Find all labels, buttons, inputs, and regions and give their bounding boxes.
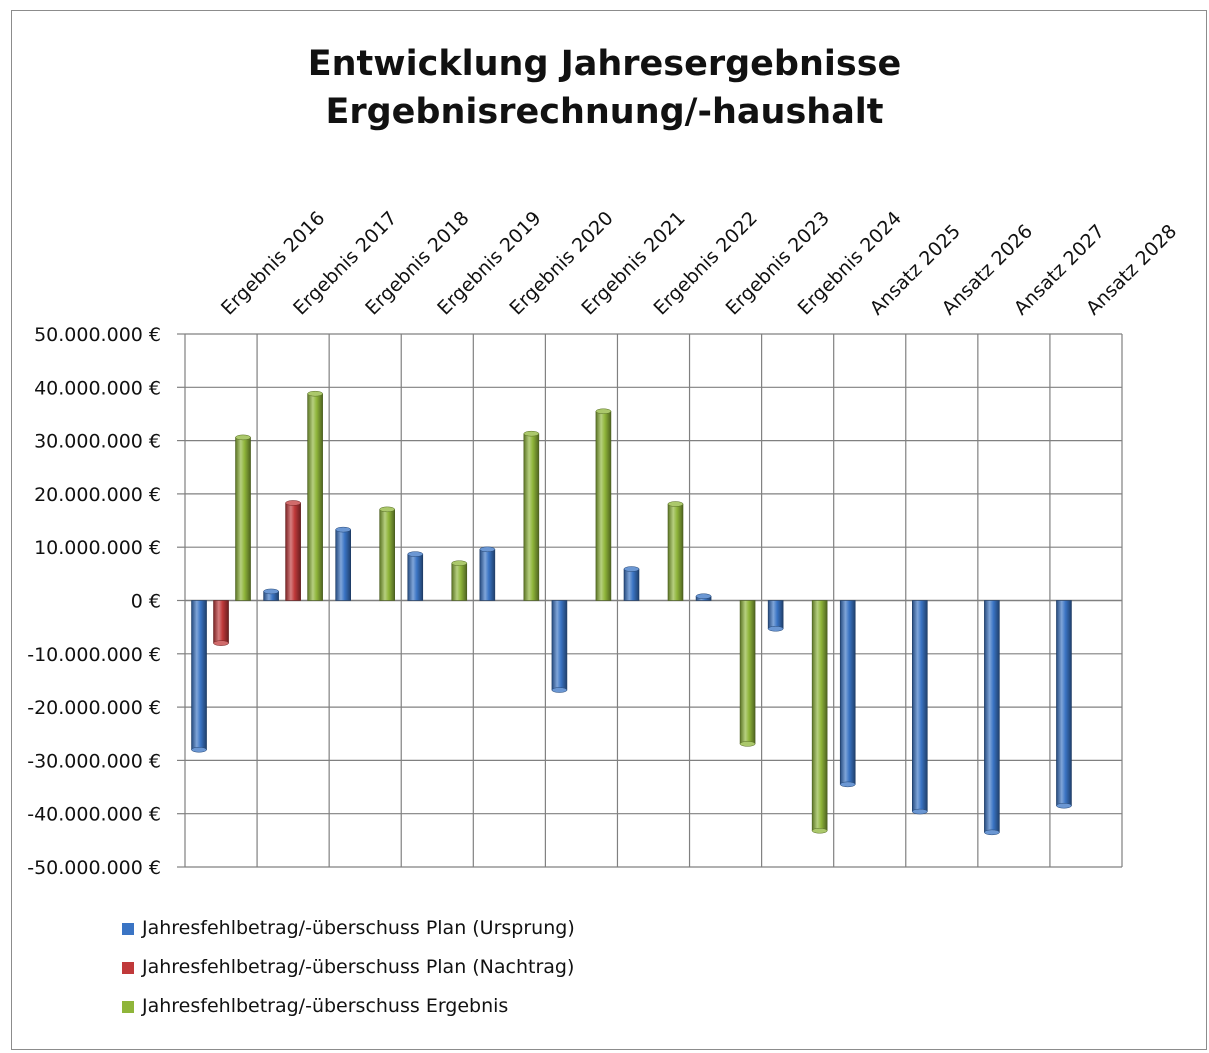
- legend-label-ergebnis: Jahresfehlbetrag/-überschuss Ergebnis: [142, 995, 509, 1017]
- bar-ursprung: [479, 549, 496, 601]
- bar-ergebnis-cap: [811, 828, 828, 834]
- bar-ergebnis: [307, 393, 323, 601]
- bar-ergebnis-cap: [235, 434, 251, 441]
- chart-title-line-1: Entwicklung Jahresergebnisse: [307, 44, 902, 84]
- y-tick-label: 40.000.000 €: [34, 377, 161, 399]
- bar-ergebnis-cap: [739, 741, 756, 747]
- bar-ergebnis-cap: [307, 390, 323, 397]
- y-tick-label: -20.000.000 €: [27, 697, 161, 719]
- bar-ursprung-cap: [984, 829, 1000, 836]
- y-tick-label: -10.000.000 €: [27, 644, 161, 666]
- bar-ursprung: [623, 568, 640, 601]
- bar-nachtrag: [213, 600, 229, 644]
- y-tick-label: 10.000.000 €: [34, 537, 161, 559]
- bar-ursprung-cap: [839, 781, 856, 788]
- bar-ursprung-cap: [263, 588, 279, 595]
- bar-ursprung-cap: [551, 687, 568, 693]
- bar-nachtrag-cap: [285, 500, 301, 506]
- y-tick-label: -40.000.000 €: [27, 804, 161, 826]
- bar-ursprung: [335, 529, 351, 601]
- bar-ergebnis: [811, 600, 828, 832]
- bar-ursprung-cap: [1056, 802, 1072, 809]
- bar-ergebnis-cap: [595, 408, 612, 415]
- bar-ursprung: [984, 600, 1000, 833]
- bar-ursprung: [551, 600, 568, 691]
- bar-ergebnis-cap: [523, 430, 540, 437]
- bar-ergebnis: [379, 509, 395, 601]
- bar-ursprung: [407, 553, 424, 601]
- bar-ursprung-cap: [695, 593, 712, 599]
- bar-ursprung-cap: [912, 808, 928, 815]
- y-tick-label: 30.000.000 €: [34, 431, 161, 453]
- bar-ergebnis: [739, 600, 756, 745]
- bar-ursprung: [912, 600, 928, 812]
- y-tick-label: 50.000.000 €: [34, 324, 161, 346]
- bar-ergebnis: [235, 437, 251, 601]
- bar-ursprung-cap: [767, 625, 784, 632]
- bar-ursprung: [839, 600, 856, 785]
- legend-label-ursprung: Jahresfehlbetrag/-überschuss Plan (Urspr…: [142, 917, 575, 939]
- bar-ursprung-cap: [479, 546, 496, 553]
- legend-swatch-nachtrag: [122, 962, 134, 974]
- bar-ergebnis: [595, 410, 612, 601]
- bar-nachtrag: [285, 502, 301, 601]
- bar-ergebnis: [523, 433, 540, 601]
- bar-ergebnis: [667, 503, 684, 601]
- legend-label-nachtrag: Jahresfehlbetrag/-überschuss Plan (Nacht…: [142, 956, 575, 978]
- bar-ergebnis-cap: [451, 560, 468, 566]
- y-tick-label: -50.000.000 €: [27, 857, 161, 879]
- bar-ursprung: [1056, 600, 1072, 807]
- bar-ursprung-cap: [407, 551, 424, 557]
- y-tick-label: 0 €: [131, 591, 161, 613]
- bar-ursprung-cap: [191, 746, 207, 753]
- bar-ursprung-cap: [623, 566, 640, 572]
- legend-swatch-ergebnis: [122, 1001, 134, 1013]
- bar-nachtrag-cap: [213, 640, 229, 646]
- y-tick-label: 20.000.000 €: [34, 484, 161, 506]
- legend-swatch-ursprung: [122, 923, 134, 935]
- bar-ursprung: [767, 600, 784, 630]
- bar-ergebnis-cap: [379, 506, 395, 513]
- bar-ergebnis: [451, 562, 468, 601]
- chart-title-line-2: Ergebnisrechnung/-haushalt: [325, 92, 884, 132]
- bar-ursprung: [191, 600, 207, 751]
- bar-ergebnis-cap: [667, 501, 684, 507]
- bar-ursprung-cap: [335, 526, 351, 533]
- y-tick-label: -30.000.000 €: [27, 750, 161, 772]
